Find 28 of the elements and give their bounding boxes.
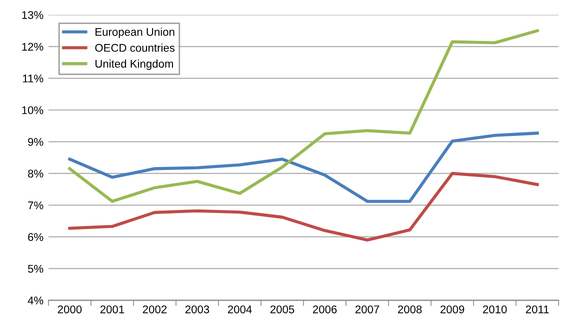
y-tick-label: 8% bbox=[28, 170, 44, 178]
y-tick-label: 10% bbox=[22, 106, 44, 114]
x-tick-label: 2010 bbox=[483, 305, 507, 314]
legend-label: OECD countries bbox=[95, 44, 175, 52]
x-tick-label: 2004 bbox=[228, 305, 252, 314]
x-tick-label: 2000 bbox=[58, 305, 82, 314]
x-tick-label: 2001 bbox=[100, 305, 124, 314]
x-tick-label: 2003 bbox=[185, 305, 210, 314]
line-series bbox=[68, 29, 539, 203]
y-tick-label: 6% bbox=[28, 233, 44, 241]
y-tick-label: 5% bbox=[28, 264, 44, 273]
y-tick-label: 13% bbox=[22, 11, 44, 19]
x-tick-label: 2005 bbox=[270, 305, 294, 314]
y-tick-label: 9% bbox=[28, 138, 44, 146]
x-tick-label: 2009 bbox=[440, 305, 464, 314]
legend-label: European Union bbox=[96, 28, 174, 38]
y-tick-label: 11% bbox=[23, 74, 44, 82]
x-tick-label: 2006 bbox=[312, 305, 337, 314]
x-tick-label: 2002 bbox=[142, 305, 167, 314]
line-series bbox=[68, 132, 539, 203]
x-tick-label: 2007 bbox=[355, 305, 380, 314]
x-tick-label: 2008 bbox=[398, 305, 422, 314]
legend-label: United Kingdom bbox=[96, 60, 173, 70]
y-tick-label: 4% bbox=[28, 296, 44, 304]
line-series bbox=[68, 172, 539, 242]
y-tick-label: 7% bbox=[28, 201, 44, 210]
x-tick-label: 2011 bbox=[526, 305, 549, 314]
y-tick-label: 12% bbox=[22, 42, 44, 51]
